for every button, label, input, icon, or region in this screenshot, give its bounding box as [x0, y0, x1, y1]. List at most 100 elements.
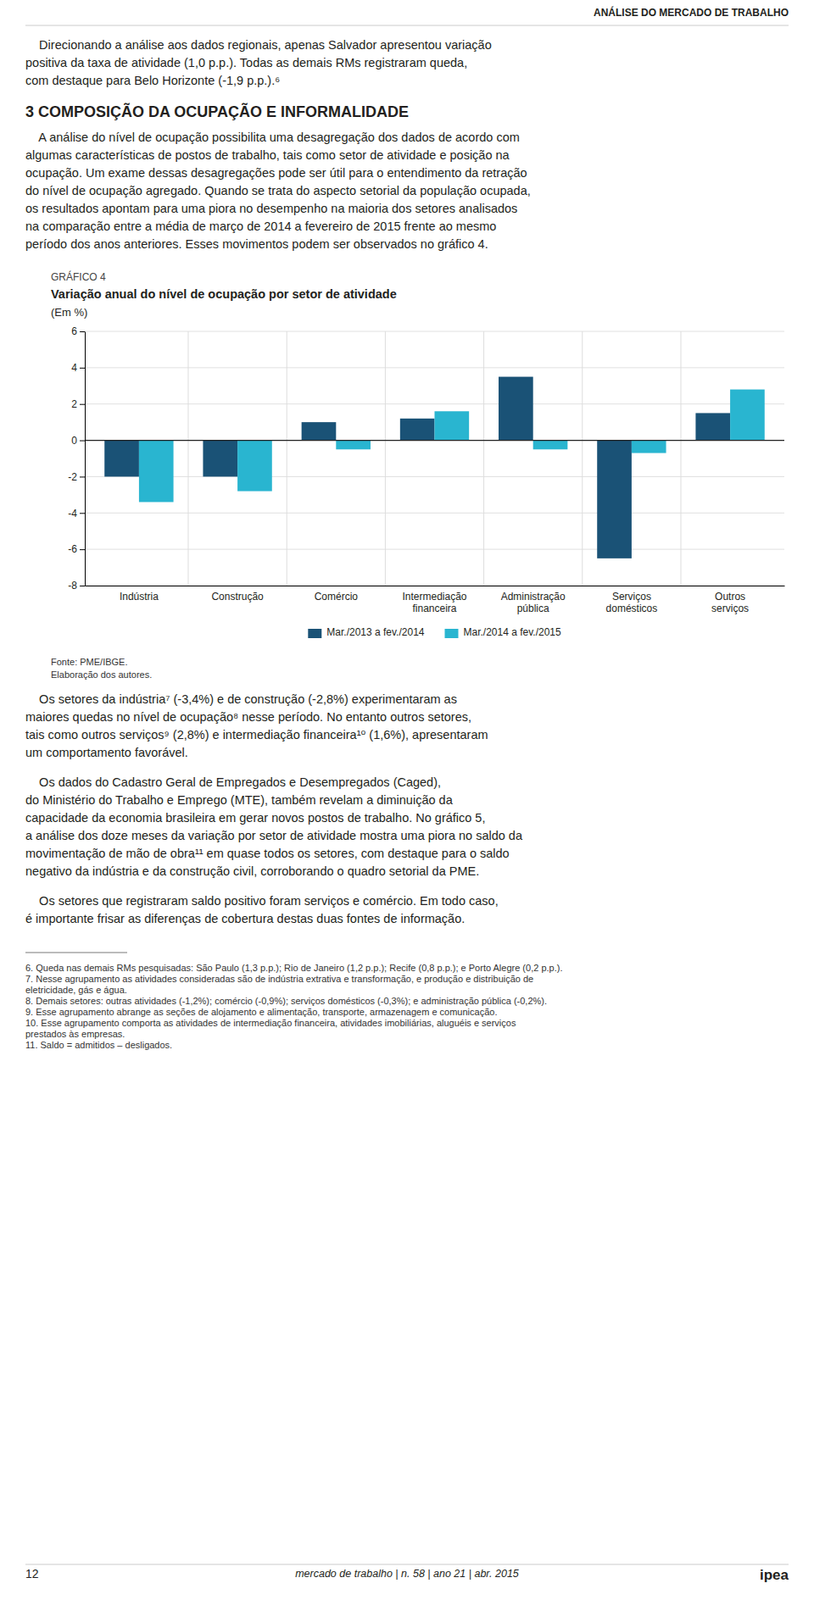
grid-line — [84, 440, 785, 441]
bar — [139, 440, 174, 503]
y-tick: 4 — [71, 362, 85, 374]
grid-line — [84, 585, 785, 587]
paragraph-line: do Ministério do Trabalho e Emprego (MTE… — [25, 793, 454, 808]
legend-label: Mar./2014 a fev./2015 — [463, 626, 563, 639]
grid-line — [84, 512, 785, 514]
x-tick-label-line: Serviços — [612, 590, 652, 603]
legend-item: Mar./2013 a fev./2014 — [307, 626, 425, 639]
paragraph-line: tais como outros serviços⁹ (2,8%) e inte… — [25, 728, 489, 742]
x-tick-label-line: Outros — [714, 590, 746, 603]
paragraph-line: positiva da taxa de atividade (1,0 p.p.)… — [25, 55, 468, 70]
paragraph-line: Os setores que registraram saldo positiv… — [25, 894, 499, 909]
legend: Mar./2013 a fev./2014 Mar./2014 a fev./20… — [307, 626, 562, 639]
y-tick-label: 6 — [71, 325, 78, 338]
footnote: prestados às empresas. — [25, 1029, 125, 1040]
bar — [434, 411, 470, 441]
bar — [596, 440, 632, 559]
page-canvas: ANÁLISE DO MERCADO DE TRABALHO Direciona… — [0, 0, 814, 1600]
x-tick-label-line: serviços — [711, 602, 749, 615]
bar — [400, 418, 435, 441]
y-tick: 6 — [71, 325, 85, 338]
x-axis: Indústria Construção Comércio Intermediação… — [85, 586, 786, 615]
x-tick: Outrosserviços — [711, 590, 749, 615]
paragraph-line: Os setores da indústria⁷ (-3,4%) e de co… — [25, 692, 458, 707]
paragraph-line: com destaque para Belo Horizonte (-1,9 p… — [25, 73, 280, 88]
y-axis: -8 -6 -4 -2 0 2 4 6 — [67, 325, 85, 592]
grid-line — [84, 331, 785, 333]
page: ANÁLISE DO MERCADO DE TRABALHO Direciona… — [0, 0, 814, 1600]
x-tick-label-line: pública — [517, 602, 550, 615]
x-tick-label: Outrosserviços — [711, 590, 749, 615]
legend-swatch — [445, 629, 459, 639]
bar — [631, 440, 667, 454]
paragraph-line: Direcionando a análise aos dados regiona… — [25, 38, 492, 52]
bar — [695, 412, 731, 441]
footer-rule — [25, 1565, 789, 1567]
y-tick-label: -4 — [67, 507, 78, 520]
x-tick-label: Administraçãopública — [501, 590, 566, 615]
x-tick-label-line: financeira — [412, 602, 457, 615]
y-tick-label: 0 — [71, 434, 78, 447]
y-tick: 0 — [71, 434, 85, 447]
x-tick-label-line: Comércio — [314, 590, 359, 603]
bar — [104, 440, 140, 478]
footnote: eletricidade, gás e água. — [25, 985, 128, 996]
y-tick-mark — [79, 512, 85, 514]
x-tick-label: Indústria — [119, 590, 159, 603]
x-tick: Serviçosdomésticos — [606, 590, 658, 615]
paragraph-line: Os dados do Cadastro Geral de Empregados… — [25, 775, 441, 790]
y-tick: 2 — [71, 398, 85, 411]
paragraph-line: capacidade da economia brasileira em ger… — [25, 811, 486, 826]
legend-swatch — [307, 629, 322, 639]
group-separator — [581, 331, 583, 586]
paragraph-line: a análise dos doze meses da variação por… — [25, 829, 524, 843]
bar-series — [104, 377, 731, 559]
y-tick-label: 2 — [71, 398, 78, 411]
footnote: 9. Esse agrupamento abrange as seções de… — [25, 1007, 497, 1018]
group-separator — [384, 331, 386, 586]
y-tick-mark — [79, 331, 85, 333]
group-separator — [286, 331, 288, 586]
x-axis-line — [85, 585, 786, 587]
grid-line — [84, 367, 785, 368]
x-tick: Indústria — [119, 590, 159, 603]
paragraph-line: A análise do nível de ocupação possibili… — [25, 130, 520, 145]
x-tick-label: Construção — [211, 590, 264, 603]
paragraph-line: é importante frisar as diferenças de cob… — [25, 912, 465, 926]
x-tick-label-line: Indústria — [119, 590, 159, 603]
paragraph-line: ocupação. Um exame dessas desagregações … — [25, 166, 528, 180]
grid — [84, 331, 785, 586]
zero-line — [84, 440, 785, 441]
grid-line — [84, 476, 785, 478]
x-tick-label-line: Intermediação — [401, 590, 467, 603]
grid-line — [84, 403, 785, 405]
y-tick-mark — [79, 476, 85, 478]
x-tick-label: Intermediaçãofinanceira — [401, 590, 467, 615]
bar — [533, 440, 569, 451]
section-heading: 3 COMPOSIÇÃO DA OCUPAÇÃO E INFORMALIDADE — [25, 102, 409, 121]
group-separator — [188, 331, 190, 586]
footnote: 8. Demais setores: outras atividades (-1… — [25, 996, 547, 1007]
chart-title: Variação anual do nível de ocupação por … — [50, 287, 397, 302]
y-tick: -8 — [67, 579, 85, 592]
footnote: 7. Nesse agrupamento as atividades consi… — [25, 974, 534, 985]
y-tick-label: 4 — [71, 362, 78, 374]
footnote: 11. Saldo = admitidos – desligados. — [25, 1040, 173, 1051]
y-tick-mark — [79, 440, 85, 442]
chart-subtitle: (Em %) — [50, 306, 88, 319]
x-tick: Construção — [211, 590, 264, 603]
x-tick: Administraçãopública — [501, 590, 566, 615]
footer-center: mercado de trabalho | n. 58 | ano 21 | a… — [295, 1568, 519, 1581]
footnote: 6. Queda nas demais RMs pesquisadas: São… — [25, 963, 563, 974]
paragraph-line: negativo da indústria e da construção ci… — [25, 864, 480, 879]
bar — [498, 377, 534, 441]
y-axis-line — [84, 332, 86, 587]
y-tick-label: -2 — [67, 471, 78, 484]
bars — [104, 377, 765, 559]
header-rule — [25, 25, 789, 27]
source-text: Elaboração dos autores. — [50, 669, 152, 681]
y-tick-mark — [79, 585, 85, 587]
y-tick: -6 — [67, 543, 85, 556]
group-separator — [483, 331, 485, 586]
figure-label: GRÁFICO 4 — [50, 270, 106, 284]
